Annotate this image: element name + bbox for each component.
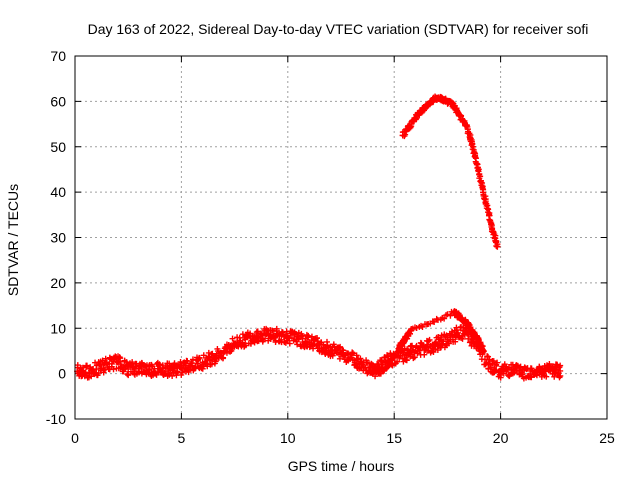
data-marker <box>388 361 395 368</box>
data-marker <box>299 333 306 340</box>
y-tick-label: 60 <box>50 93 66 109</box>
y-tick-label: -10 <box>46 411 66 427</box>
data-marker <box>138 365 145 372</box>
data-marker <box>431 318 438 325</box>
data-marker <box>124 371 131 378</box>
data-marker <box>546 360 553 367</box>
data-marker <box>372 373 379 380</box>
data-marker <box>557 372 564 379</box>
data-marker <box>209 350 216 357</box>
data-marker <box>453 326 460 333</box>
data-marker <box>165 370 172 377</box>
data-marker <box>528 365 535 372</box>
data-marker <box>220 354 227 361</box>
data-marker <box>125 372 132 379</box>
x-tick-label: 10 <box>280 430 296 446</box>
data-marker <box>286 340 293 347</box>
y-axis-label: SDTVAR / TECUs <box>5 184 21 296</box>
data-marker <box>459 335 466 342</box>
data-marker <box>204 363 211 370</box>
x-tick-label: 20 <box>493 430 509 446</box>
data-marker <box>494 359 501 366</box>
data-marker <box>497 374 504 381</box>
data-marker <box>166 371 173 378</box>
x-tick-label: 5 <box>178 430 186 446</box>
data-marker <box>445 340 452 347</box>
data-marker <box>495 368 502 375</box>
y-tick-label: 10 <box>50 320 66 336</box>
data-marker <box>212 358 219 365</box>
data-marker <box>156 361 163 368</box>
data-marker <box>441 315 448 322</box>
data-marker <box>487 217 494 224</box>
data-marker <box>117 355 124 362</box>
data-marker <box>516 364 523 371</box>
x-tick-label: 25 <box>599 430 615 446</box>
data-marker <box>189 356 196 363</box>
data-marker <box>184 358 191 365</box>
chart-title: Day 163 of 2022, Sidereal Day-to-day VTE… <box>88 21 589 37</box>
data-marker <box>425 338 432 345</box>
data-marker <box>174 368 181 375</box>
data-marker <box>392 353 399 360</box>
data-marker <box>368 361 375 368</box>
x-axis-label: GPS time / hours <box>288 458 395 474</box>
data-marker <box>403 357 410 364</box>
plot-frame <box>74 55 608 420</box>
data-marker <box>457 113 464 120</box>
data-marker <box>557 362 564 369</box>
data-marker <box>169 372 176 379</box>
data-markers <box>74 93 564 382</box>
data-marker <box>377 370 384 377</box>
data-marker <box>337 343 344 350</box>
data-marker <box>229 335 236 342</box>
data-marker <box>196 355 203 362</box>
data-marker <box>479 347 486 354</box>
data-marker <box>279 329 286 336</box>
data-marker <box>313 334 320 341</box>
data-marker <box>340 347 347 354</box>
series-2 <box>395 308 487 354</box>
series-1 <box>399 93 501 250</box>
data-marker <box>305 332 312 339</box>
data-marker <box>278 336 285 343</box>
data-marker <box>494 241 501 248</box>
data-marker <box>179 369 186 376</box>
series-0 <box>74 323 564 382</box>
data-marker <box>194 360 201 367</box>
data-marker <box>272 337 279 344</box>
data-marker <box>388 356 395 363</box>
y-tick-label: 50 <box>50 139 66 155</box>
data-marker <box>294 341 301 348</box>
y-tick-label: 30 <box>50 230 66 246</box>
x-tick-label: 0 <box>71 430 79 446</box>
data-marker <box>426 336 433 343</box>
data-marker <box>308 333 315 340</box>
data-marker <box>253 329 260 336</box>
data-marker <box>543 373 550 380</box>
data-marker <box>389 357 396 364</box>
data-marker <box>384 363 391 370</box>
data-marker <box>416 347 423 354</box>
data-marker <box>404 346 411 353</box>
data-marker <box>255 337 262 344</box>
grid-lines <box>75 56 607 419</box>
data-marker <box>490 358 497 365</box>
y-tick-label: 20 <box>50 275 66 291</box>
data-marker <box>88 373 95 380</box>
data-marker <box>260 337 267 344</box>
y-tick-label: 40 <box>50 184 66 200</box>
y-tick-label: 70 <box>50 48 66 64</box>
tick-labels: 0 5 10 15 20 25 -10 0 10 20 30 40 50 60 70 <box>46 48 615 446</box>
data-marker <box>79 364 86 371</box>
y-tick-label: 0 <box>58 366 66 382</box>
data-marker <box>350 350 357 357</box>
data-marker <box>394 358 401 365</box>
data-marker <box>349 349 356 356</box>
data-marker <box>145 365 152 372</box>
x-tick-label: 15 <box>386 430 402 446</box>
data-marker <box>323 338 330 345</box>
